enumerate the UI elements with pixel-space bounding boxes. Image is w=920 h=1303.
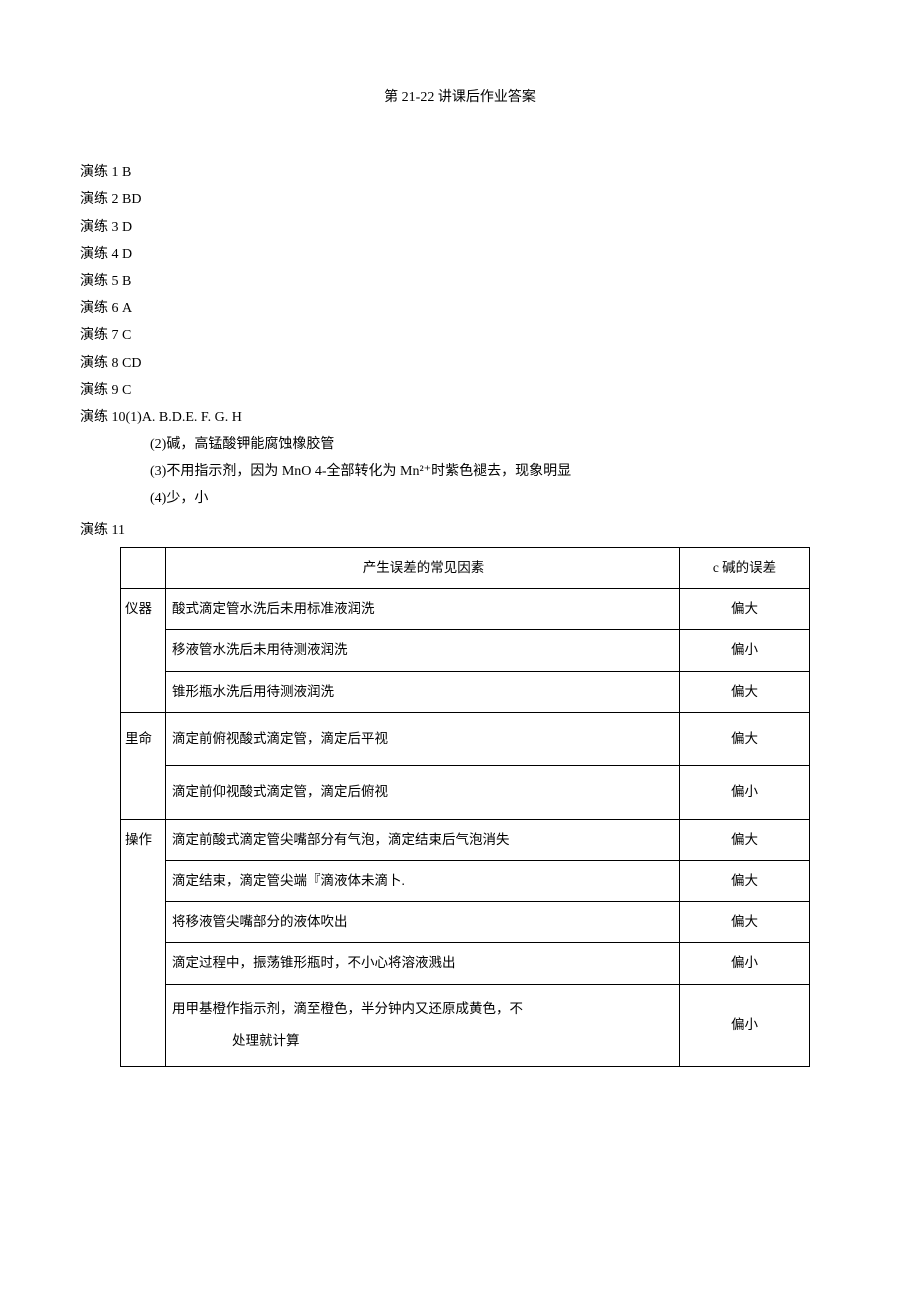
exercises-list: 演练 1 B 演练 2 BD 演练 3 D 演练 4 D 演练 5 B 演练 6… — [80, 160, 840, 403]
factor-cell: 滴定前仰视酸式滴定管，滴定后俯视 — [166, 766, 680, 819]
error-cell: 偏大 — [680, 902, 810, 943]
table-row: 里命 滴定前俯视酸式滴定管，滴定后平视 偏大 — [121, 713, 810, 766]
factor-cell: 滴定前酸式滴定管尖嘴部分有气泡，滴定结束后气泡消失 — [166, 819, 680, 860]
header-error: c 碱的误差 — [680, 547, 810, 588]
exercise-label: 演练 6 — [80, 301, 119, 316]
table-row: 用甲基橙作指示剂，滴至橙色，半分钟内又还原成黄色，不 处理就计算 偏小 — [121, 984, 810, 1066]
error-cell: 偏小 — [680, 766, 810, 819]
exercise-item: 演练 7 C — [80, 323, 840, 348]
factor-cell: 酸式滴定管水洗后未用标准液润洗 — [166, 589, 680, 630]
exercise-item: 演练 6 A — [80, 296, 840, 321]
error-cell: 偏大 — [680, 589, 810, 630]
table-row: 移液管水洗后未用待测液润洗 偏小 — [121, 630, 810, 671]
exercise-answer: A — [122, 301, 132, 316]
exercise-item: 演练 8 CD — [80, 351, 840, 376]
exercise-answer: C — [122, 328, 131, 343]
table-row: 将移液管尖嘴部分的液体吹出 偏大 — [121, 902, 810, 943]
exercise-10-part2: (2)碱，高锰酸钾能腐蚀橡胶管 — [80, 432, 840, 457]
exercise-label: 演练 3 — [80, 220, 119, 235]
exercise-10-part4: (4)少，小 — [80, 486, 840, 511]
exercise-label: 演练 1 — [80, 165, 119, 180]
exercise-item: 演练 3 D — [80, 215, 840, 240]
table-row: 滴定结束，滴定管尖端『滴液体未滴卜. 偏大 — [121, 860, 810, 901]
header-factor: 产生误差的常见因素 — [166, 547, 680, 588]
factor-cell: 用甲基橙作指示剂，滴至橙色，半分钟内又还原成黄色，不 处理就计算 — [166, 984, 680, 1066]
category-cell: 里命 — [121, 713, 166, 820]
exercise-11-label: 演练 11 — [80, 518, 840, 543]
factor-line2: 处理就计算 — [172, 1025, 675, 1057]
factor-line1: 用甲基橙作指示剂，滴至橙色，半分钟内又还原成黄色，不 — [172, 1001, 523, 1016]
factor-cell: 滴定结束，滴定管尖端『滴液体未滴卜. — [166, 860, 680, 901]
table-header-row: 产生误差的常见因素 c 碱的误差 — [121, 547, 810, 588]
exercise-label: 演练 8 — [80, 356, 119, 371]
exercise-item: 演练 4 D — [80, 242, 840, 267]
error-cell: 偏大 — [680, 819, 810, 860]
exercise-answer: D — [122, 220, 132, 235]
table-row: 仪器 酸式滴定管水洗后未用标准液润洗 偏大 — [121, 589, 810, 630]
exercise-answer: BD — [122, 192, 141, 207]
table-row: 滴定过程中，振荡锥形瓶时，不小心将溶液溅出 偏小 — [121, 943, 810, 984]
page-title: 第 21-22 讲课后作业答案 — [80, 85, 840, 110]
exercise-answer: D — [122, 247, 132, 262]
factor-cell: 将移液管尖嘴部分的液体吹出 — [166, 902, 680, 943]
exercise-answer: C — [122, 383, 131, 398]
table-row: 操作 滴定前酸式滴定管尖嘴部分有气泡，滴定结束后气泡消失 偏大 — [121, 819, 810, 860]
factor-cell: 移液管水洗后未用待测液润洗 — [166, 630, 680, 671]
exercise-label: 演练 7 — [80, 328, 119, 343]
table-row: 锥形瓶水洗后用待测液润洗 偏大 — [121, 671, 810, 712]
exercise-label: 演练 5 — [80, 274, 119, 289]
exercise-item: 演练 5 B — [80, 269, 840, 294]
category-cell: 仪器 — [121, 589, 166, 713]
error-cell: 偏大 — [680, 671, 810, 712]
category-cell: 操作 — [121, 819, 166, 1066]
exercise-item: 演练 2 BD — [80, 187, 840, 212]
error-analysis-table: 产生误差的常见因素 c 碱的误差 仪器 酸式滴定管水洗后未用标准液润洗 偏大 移… — [120, 547, 810, 1067]
exercise-10-part3: (3)不用指示剂，因为 MnO 4-全部转化为 Mn²⁺时紫色褪去，现象明显 — [80, 459, 840, 484]
error-cell: 偏小 — [680, 943, 810, 984]
error-cell: 偏大 — [680, 860, 810, 901]
factor-cell: 滴定前俯视酸式滴定管，滴定后平视 — [166, 713, 680, 766]
exercise-answer: CD — [122, 356, 141, 371]
exercise-10: 演练 10(1)A. B.D.E. F. G. H — [80, 405, 840, 430]
exercise-label: 演练 4 — [80, 247, 119, 262]
exercise-item: 演练 1 B — [80, 160, 840, 185]
error-cell: 偏小 — [680, 630, 810, 671]
exercise-label: 演练 2 — [80, 192, 119, 207]
exercise-10-part1: (1)A. B.D.E. F. G. H — [126, 410, 242, 425]
exercise-label: 演练 9 — [80, 383, 119, 398]
exercise-10-label: 演练 10 — [80, 410, 126, 425]
factor-cell: 锥形瓶水洗后用待测液润洗 — [166, 671, 680, 712]
table-row: 滴定前仰视酸式滴定管，滴定后俯视 偏小 — [121, 766, 810, 819]
header-blank — [121, 547, 166, 588]
exercise-answer: B — [122, 274, 131, 289]
exercise-answer: B — [122, 165, 131, 180]
exercise-item: 演练 9 C — [80, 378, 840, 403]
factor-cell: 滴定过程中，振荡锥形瓶时，不小心将溶液溅出 — [166, 943, 680, 984]
error-cell: 偏小 — [680, 984, 810, 1066]
error-cell: 偏大 — [680, 713, 810, 766]
